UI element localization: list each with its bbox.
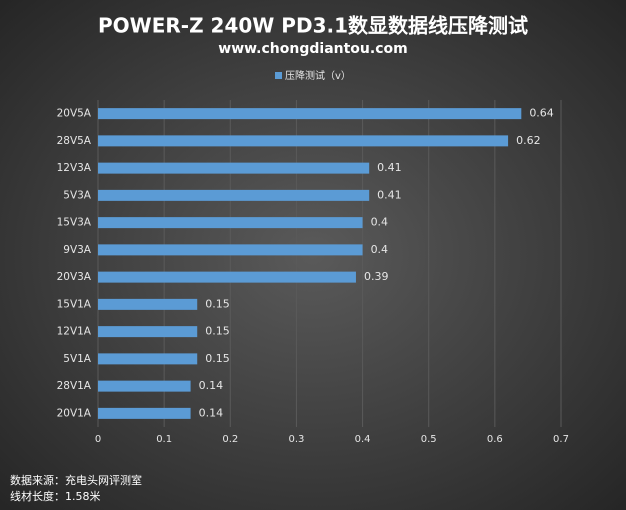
note: 线材长度：1.58米 <box>10 489 101 503</box>
x-tick-label: 0.4 <box>355 434 371 445</box>
y-tick-label: 12V3A <box>57 162 92 174</box>
bar <box>98 217 363 229</box>
x-tick-label: 0.3 <box>288 434 304 445</box>
bar <box>98 108 522 120</box>
y-tick-label: 15V1A <box>57 298 92 310</box>
bar <box>98 353 198 365</box>
bar <box>98 162 370 174</box>
value-label: 0.15 <box>205 352 230 365</box>
y-tick-label: 5V1A <box>63 353 92 365</box>
bar <box>98 244 363 256</box>
y-tick-label: 28V5A <box>57 135 92 147</box>
x-tick-label: 0.7 <box>553 434 569 445</box>
bar <box>98 326 198 338</box>
legend-swatch <box>275 72 282 79</box>
value-label: 0.4 <box>371 243 389 256</box>
bar <box>98 407 191 419</box>
value-label: 0.15 <box>205 297 230 310</box>
value-label: 0.14 <box>199 406 224 419</box>
y-tick-label: 20V5A <box>57 108 92 120</box>
bar <box>98 189 370 201</box>
y-tick-label: 5V3A <box>63 189 92 201</box>
x-tick-label: 0.1 <box>156 434 172 445</box>
note: 数据来源：充电头网评测室 <box>10 473 142 487</box>
x-tick-label: 0 <box>95 434 101 445</box>
y-tick-label: 12V1A <box>57 326 92 338</box>
bar <box>98 380 191 392</box>
y-tick-label: 15V3A <box>57 217 92 229</box>
value-label: 0.64 <box>529 107 554 120</box>
x-tick-label: 0.2 <box>222 434 238 445</box>
value-label: 0.4 <box>371 216 389 229</box>
bar <box>98 271 356 283</box>
chart-title: POWER-Z 240W PD3.1数显数据线压降测试 <box>98 14 528 38</box>
y-tick-label: 28V1A <box>57 380 92 392</box>
x-tick-label: 0.5 <box>421 434 437 445</box>
value-label: 0.15 <box>205 325 230 338</box>
chart-subtitle: www.chongdiantou.com <box>218 41 407 57</box>
value-label: 0.39 <box>364 270 389 283</box>
bar <box>98 298 198 310</box>
value-label: 0.41 <box>377 161 402 174</box>
value-label: 0.14 <box>199 379 224 392</box>
value-label: 0.41 <box>377 188 402 201</box>
y-tick-label: 9V3A <box>63 244 92 256</box>
y-tick-label: 20V1A <box>57 407 92 419</box>
x-tick-label: 0.6 <box>487 434 503 445</box>
value-label: 0.62 <box>516 134 541 147</box>
bar <box>98 135 509 147</box>
legend-label: 压降测试（v） <box>285 69 351 82</box>
y-tick-label: 20V3A <box>57 271 92 283</box>
